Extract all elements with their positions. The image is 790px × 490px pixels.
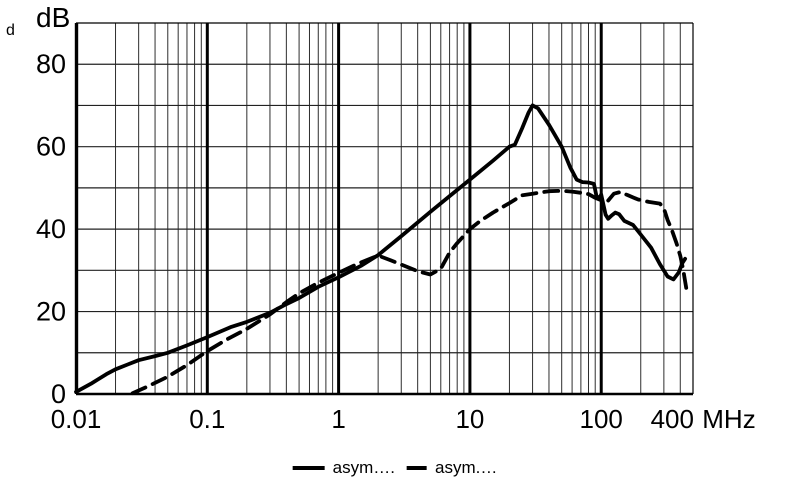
y-tick-label: 40 (36, 214, 66, 244)
grid-horizontal (76, 63, 693, 354)
y-tick-label: 20 (36, 297, 66, 327)
grid-minor-vertical (115, 23, 694, 394)
y-tick-labels: 0 20 40 60 80 (36, 49, 66, 409)
margin-label-d: d (6, 22, 15, 39)
legend: asym…. asym.… (292, 458, 498, 478)
x-tick-label: 100 (580, 404, 623, 434)
curve-asym-dashed (130, 188, 690, 396)
y-tick-label: 0 (51, 379, 66, 409)
y-tick-label: 80 (36, 49, 66, 79)
x-tick-label: 400 (651, 404, 694, 434)
plot-frame (74, 22, 694, 396)
legend-label-solid: asym…. (332, 458, 395, 477)
x-tick-labels: 0.01 0.1 1 10 100 400 MHz (51, 404, 756, 434)
x-axis-unit-label: MHz (702, 404, 755, 434)
x-tick-label: 1 (331, 404, 345, 434)
y-axis-unit-label: dB (36, 2, 71, 33)
x-tick-label: 0.01 (51, 404, 102, 434)
x-tick-label: 10 (455, 404, 484, 434)
legend-swatch-solid-line (292, 466, 325, 470)
legend-label-dashed: asym.… (435, 458, 498, 477)
x-tick-label: 0.1 (189, 404, 225, 434)
grid-decade-vertical (205, 23, 603, 394)
legend-swatch-dashed-line (407, 466, 427, 470)
curve-asym-solid (74, 103, 687, 394)
y-tick-label: 60 (36, 132, 66, 162)
